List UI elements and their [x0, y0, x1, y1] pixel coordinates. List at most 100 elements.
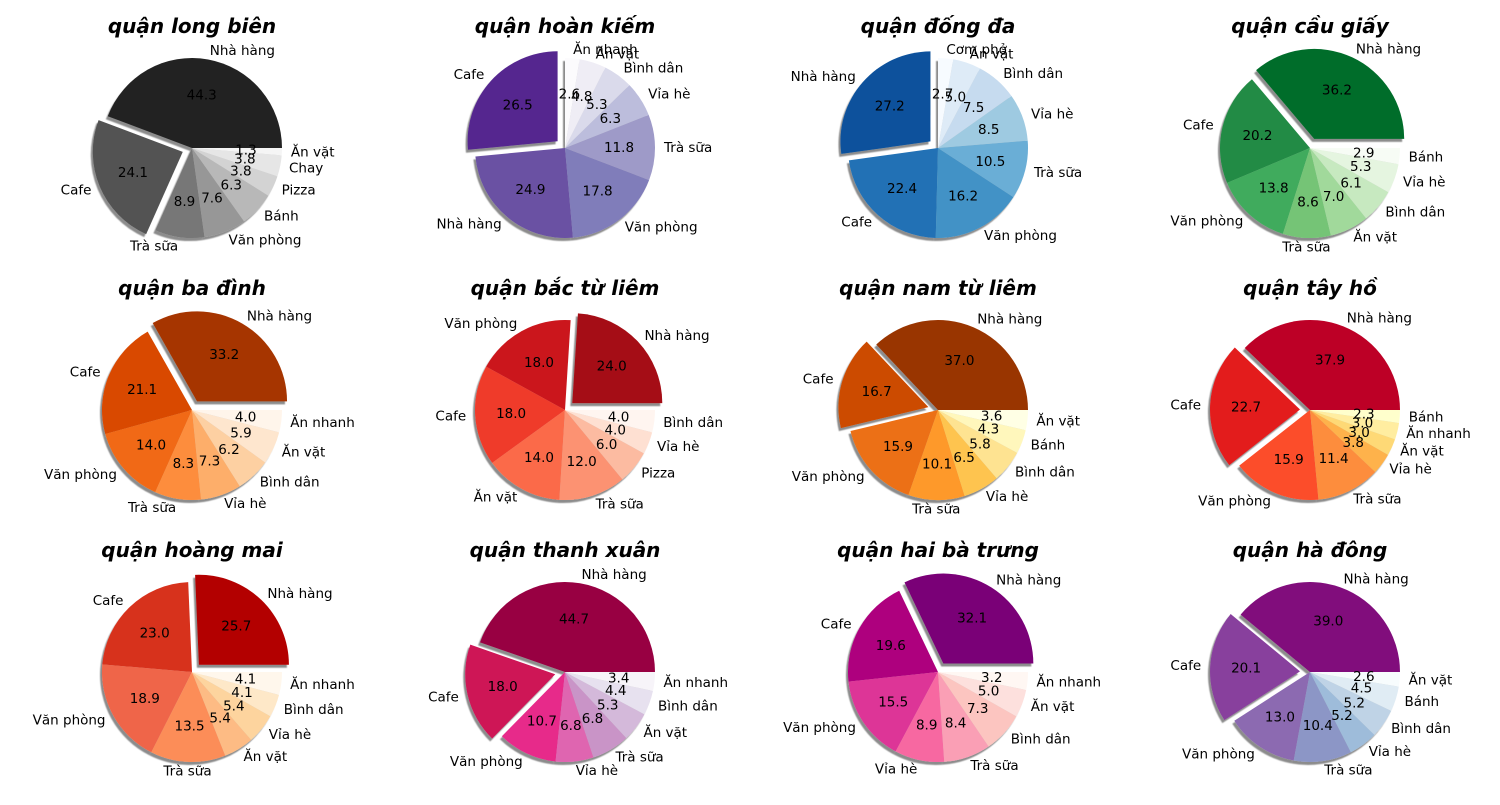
pie-slice [192, 672, 280, 717]
slice-label: Vỉa hè [648, 87, 690, 103]
pie-slice [192, 672, 252, 756]
slice-percent: 2.3 [1353, 406, 1374, 422]
slice-percent: 37.0 [944, 353, 974, 369]
slice-label: Ăn vặt [282, 442, 326, 460]
slice-percent: 4.0 [604, 422, 625, 438]
slice-label: Nhà hàng [644, 328, 709, 344]
slice-percent: 15.9 [883, 439, 913, 455]
slice-label: Văn phòng [229, 233, 302, 249]
slice-percent: 21.1 [127, 382, 157, 398]
slice-label: Văn phòng [984, 228, 1057, 244]
slice-percent: 5.3 [597, 697, 618, 713]
pie-slice [1310, 672, 1399, 711]
slice-percent: 44.7 [559, 611, 589, 627]
pie-wedges [1219, 48, 1405, 238]
slice-label: Cafe [1170, 397, 1201, 413]
slice-percent: 23.0 [140, 626, 170, 642]
pie-title: quận đống đa [861, 14, 1016, 38]
pie-wedges [474, 313, 663, 500]
slice-label: Cafe [803, 371, 834, 387]
slice-label: Bánh [264, 208, 299, 224]
slice-percent: 24.9 [515, 182, 545, 198]
slice-label: Cafe [435, 409, 466, 425]
slice-label: Vỉa hè [1031, 107, 1073, 123]
pie-title: quận long biên [108, 14, 276, 38]
pie-chart: quận hai bà trưng Nhà hàng 32.1 Cafe 19.6 Văn… [783, 538, 1101, 777]
slice-label: Trà sữa [1033, 165, 1082, 181]
slice-label: Nhà hàng [996, 572, 1061, 588]
slice-label: Nhà hàng [247, 308, 312, 324]
pie-slice [850, 410, 938, 495]
slice-label: Bình dân [1003, 66, 1063, 82]
slice-label: Ăn vặt [1031, 697, 1075, 715]
slice-label: Trà sữa [1281, 239, 1330, 255]
slice-percent: 5.0 [978, 683, 999, 699]
pie-slice [1310, 672, 1375, 753]
slice-percent: 2.6 [1353, 669, 1374, 685]
slice-percent: 4.5 [1351, 681, 1372, 697]
slice-percent: 16.7 [862, 384, 892, 400]
pie-slice [192, 148, 245, 238]
pie-slice [1234, 672, 1310, 761]
pie-slice [938, 96, 1028, 148]
slice-label: Bánh [1404, 694, 1439, 710]
slice-label: Cơm phở [946, 42, 1007, 58]
slice-percent: 3.0 [1348, 425, 1369, 441]
slice-percent: 22.4 [887, 181, 917, 197]
pie-slice [565, 410, 653, 454]
pie-slice [1310, 410, 1396, 455]
slice-label: Vỉa hè [1389, 462, 1431, 478]
slice-percent: 6.3 [600, 111, 621, 127]
slice-label: Văn phòng [33, 713, 106, 729]
pie-slice [192, 410, 266, 487]
slice-percent: 12.0 [567, 454, 597, 470]
slice-label: Trà sữa [129, 239, 178, 255]
slice-label: Ăn nhanh [1406, 424, 1471, 442]
slice-percent: 5.4 [209, 711, 230, 727]
pie-slice [565, 410, 644, 480]
pie-slice [1210, 347, 1301, 466]
slice-label: Văn phòng [783, 720, 856, 736]
pie-slice [938, 672, 989, 762]
pie-chart: quận đống đa Nhà hàng 27.2 Cafe 22.4 Văn phòn… [791, 14, 1083, 244]
pie-slice [192, 148, 269, 222]
pie-title: quận hoàng mai [101, 538, 284, 562]
pie-slice [151, 672, 226, 762]
pie-slice [192, 148, 282, 156]
pie-chart: quận hoàng mai Nhà hàng 25.7 Cafe 23.0 Văn ph… [33, 538, 355, 779]
pie-slice [1310, 148, 1399, 193]
pie-slice [1310, 148, 1389, 219]
pie-slice [895, 672, 945, 763]
slice-label: Ăn vặt [291, 143, 335, 161]
slice-label: Nhà hàng [1356, 42, 1421, 58]
slice-label: Văn phòng [1170, 214, 1243, 230]
pie-slice [105, 410, 192, 493]
slice-percent: 17.8 [583, 184, 613, 200]
pie-title: quận hà đông [1233, 538, 1388, 562]
pie-slice [1310, 410, 1400, 423]
slice-label: Cafe [93, 593, 124, 609]
pie-slice [192, 148, 282, 177]
slice-label: Ăn nhanh [1037, 672, 1102, 690]
pie-wedges [101, 311, 288, 501]
slice-label: Bình dân [1015, 465, 1075, 481]
slice-percent: 7.0 [1323, 189, 1344, 205]
slice-label: Cafe [821, 616, 852, 632]
slice-percent: 10.7 [527, 713, 557, 729]
slice-percent: 5.2 [1331, 708, 1352, 724]
slice-percent: 14.0 [524, 450, 554, 466]
pie-slice [935, 148, 1014, 238]
slice-label: Trà sữa [911, 501, 960, 517]
slice-percent: 44.3 [187, 87, 217, 103]
slice-label: Trà sữa [614, 750, 663, 766]
slice-label: Cafe [61, 182, 92, 198]
slice-label: Nhà hàng [1347, 311, 1412, 327]
slice-percent: 14.0 [136, 438, 166, 454]
slice-label: Vỉa hè [657, 439, 699, 455]
slice-label: Ăn nhanh [290, 675, 355, 693]
slice-percent: 39.0 [1313, 614, 1343, 630]
pie-slice [474, 366, 565, 463]
slice-percent: 4.0 [235, 409, 256, 425]
slice-label: Bình dân [658, 699, 718, 715]
